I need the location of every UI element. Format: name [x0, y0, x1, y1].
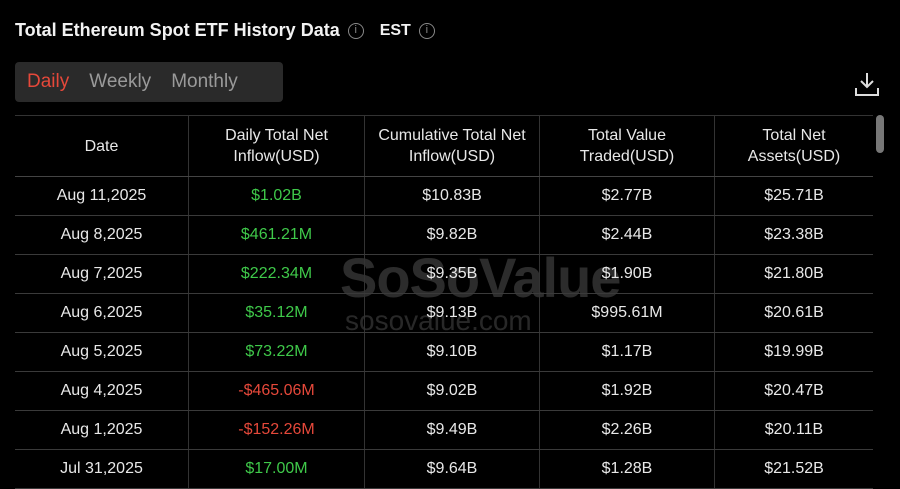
daily-inflow-cell: $461.21M	[188, 215, 365, 255]
cumulative-inflow-cell: $9.82B	[364, 215, 540, 255]
net-assets-cell: $25.71B	[714, 176, 873, 216]
cumulative-inflow-cell: $9.64B	[364, 449, 540, 489]
date-cell: Aug 1,2025	[15, 410, 189, 450]
date-cell: Aug 8,2025	[15, 215, 189, 255]
table-row[interactable]: Aug 11,2025 $1.02B $10.83B $2.77B $25.71B	[15, 176, 873, 216]
date-cell: Aug 7,2025	[15, 254, 189, 294]
net-assets-cell: $20.47B	[714, 371, 873, 411]
cumulative-inflow-cell: $10.83B	[364, 176, 540, 216]
tab-weekly[interactable]: Weekly	[89, 71, 152, 92]
value-traded-cell: $2.44B	[539, 215, 715, 255]
table-row[interactable]: Aug 5,2025 $73.22M $9.10B $1.17B $19.99B	[15, 332, 873, 372]
table-row[interactable]: Aug 7,2025 $222.34M $9.35B $1.90B $21.80B	[15, 254, 873, 294]
net-assets-cell: $21.80B	[714, 254, 873, 294]
table-row[interactable]: Jul 31,2025 $17.00M $9.64B $1.28B $21.52B	[15, 449, 873, 489]
value-traded-cell: $2.26B	[539, 410, 715, 450]
cumulative-inflow-cell: $9.13B	[364, 293, 540, 333]
date-cell: Aug 6,2025	[15, 293, 189, 333]
net-assets-cell: $23.38B	[714, 215, 873, 255]
net-assets-cell: $20.61B	[714, 293, 873, 333]
column-header-daily-inflow[interactable]: Daily Total Net Inflow(USD)	[188, 115, 365, 177]
net-assets-cell: $20.11B	[714, 410, 873, 450]
value-traded-cell: $1.17B	[539, 332, 715, 372]
table-row[interactable]: Aug 4,2025 -$465.06M $9.02B $1.92B $20.47B	[15, 371, 873, 411]
date-cell: Jul 31,2025	[15, 449, 189, 489]
daily-inflow-cell: $17.00M	[188, 449, 365, 489]
table-row[interactable]: Aug 6,2025 $35.12M $9.13B $995.61M $20.61B	[15, 293, 873, 333]
value-traded-cell: $1.92B	[539, 371, 715, 411]
tab-daily[interactable]: Daily	[27, 71, 70, 92]
cumulative-inflow-cell: $9.10B	[364, 332, 540, 372]
daily-inflow-cell: $1.02B	[188, 176, 365, 216]
net-assets-cell: $19.99B	[714, 332, 873, 372]
date-cell: Aug 4,2025	[15, 371, 189, 411]
title-text: Total Ethereum Spot ETF History Data	[15, 20, 340, 40]
etf-history-table: Date Daily Total Net Inflow(USD) Cumulat…	[15, 115, 873, 489]
info-icon[interactable]: i	[347, 22, 364, 39]
date-cell: Aug 11,2025	[15, 176, 189, 216]
daily-inflow-cell: -$152.26M	[188, 410, 365, 450]
table-row[interactable]: Aug 1,2025 -$152.26M $9.49B $2.26B $20.11B	[15, 410, 873, 450]
timezone-info-icon[interactable]: i	[418, 22, 435, 39]
table-row[interactable]: Aug 8,2025 $461.21M $9.82B $2.44B $23.38B	[15, 215, 873, 255]
table-header-row: Date Daily Total Net Inflow(USD) Cumulat…	[15, 115, 873, 177]
column-header-cumulative-inflow[interactable]: Cumulative Total Net Inflow(USD)	[364, 115, 540, 177]
daily-inflow-cell: $222.34M	[188, 254, 365, 294]
value-traded-cell: $2.77B	[539, 176, 715, 216]
column-header-net-assets[interactable]: Total Net Assets(USD)	[714, 115, 873, 177]
page-title: Total Ethereum Spot ETF History Data i E…	[15, 20, 435, 41]
period-tabs: Daily Weekly Monthly	[15, 62, 283, 102]
date-cell: Aug 5,2025	[15, 332, 189, 372]
daily-inflow-cell: $73.22M	[188, 332, 365, 372]
value-traded-cell: $995.61M	[539, 293, 715, 333]
cumulative-inflow-cell: $9.49B	[364, 410, 540, 450]
timezone-label: EST	[379, 21, 411, 39]
tab-monthly[interactable]: Monthly	[171, 71, 238, 92]
value-traded-cell: $1.28B	[539, 449, 715, 489]
scrollbar[interactable]	[876, 115, 884, 153]
value-traded-cell: $1.90B	[539, 254, 715, 294]
cumulative-inflow-cell: $9.35B	[364, 254, 540, 294]
cumulative-inflow-cell: $9.02B	[364, 371, 540, 411]
download-icon[interactable]	[853, 70, 881, 98]
column-header-value-traded[interactable]: Total Value Traded(USD)	[539, 115, 715, 177]
net-assets-cell: $21.52B	[714, 449, 873, 489]
daily-inflow-cell: -$465.06M	[188, 371, 365, 411]
daily-inflow-cell: $35.12M	[188, 293, 365, 333]
column-header-date[interactable]: Date	[15, 115, 189, 177]
